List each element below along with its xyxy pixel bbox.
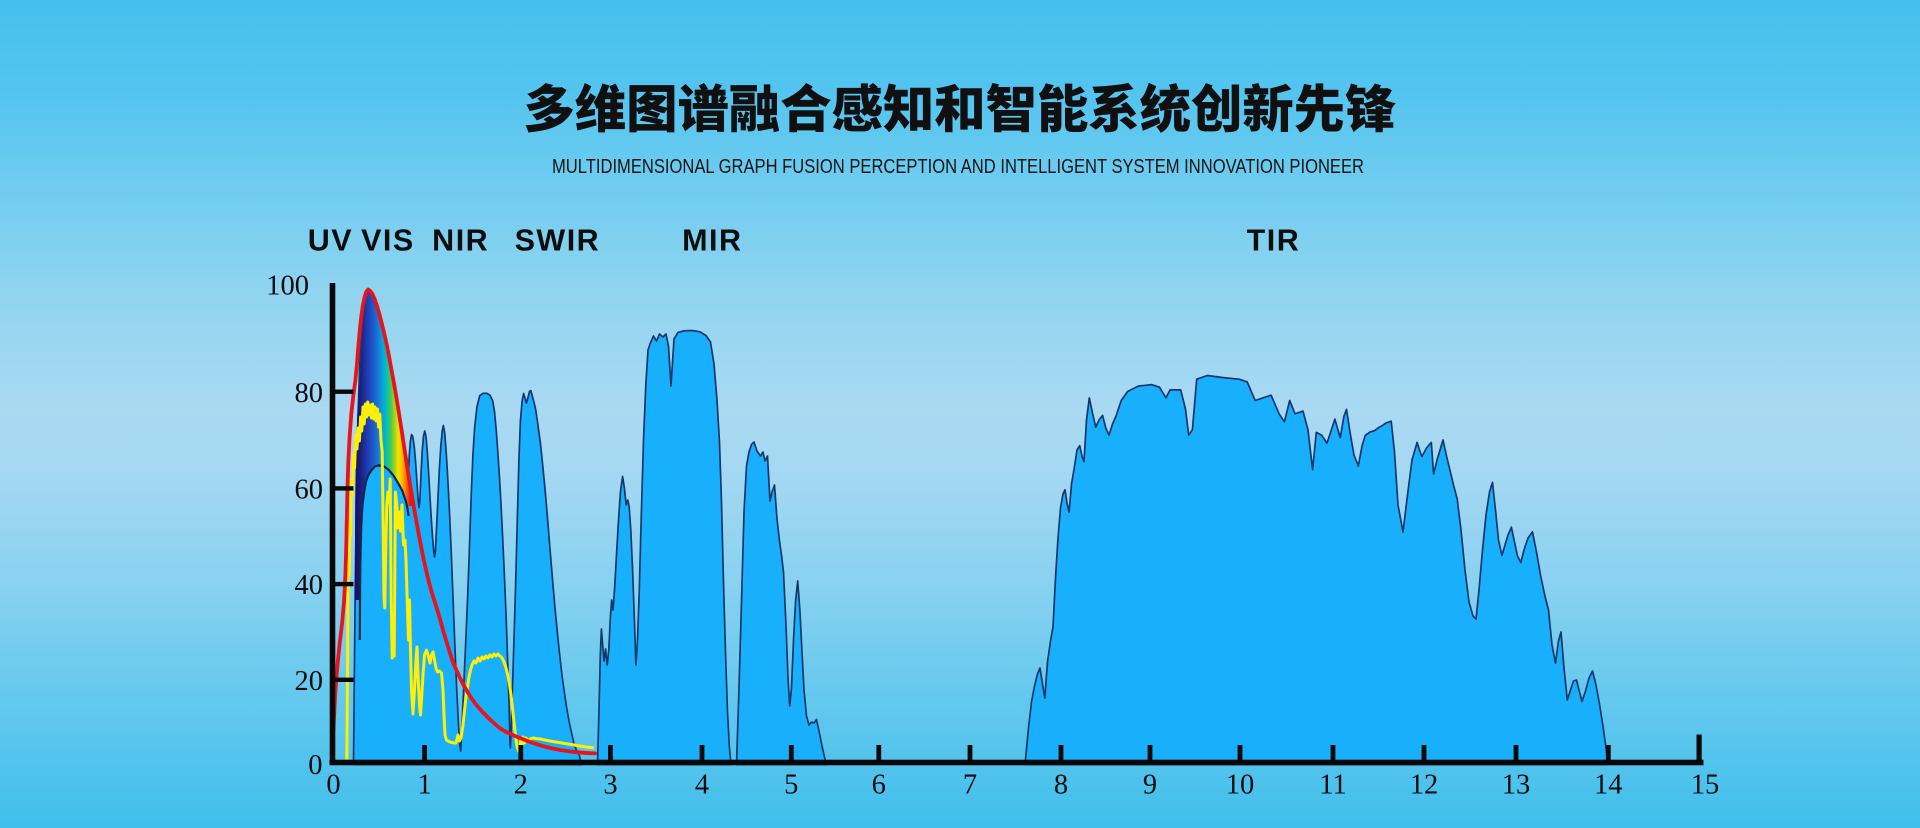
svg-text:5: 5 — [784, 770, 798, 801]
svg-text:40: 40 — [295, 570, 324, 601]
svg-text:15: 15 — [1691, 770, 1720, 801]
svg-text:0: 0 — [326, 770, 340, 801]
svg-text:6: 6 — [872, 770, 886, 801]
svg-text:1: 1 — [417, 770, 431, 801]
svg-text:8: 8 — [1054, 770, 1068, 801]
svg-text:13: 13 — [1502, 770, 1531, 801]
svg-text:MIR: MIR — [682, 224, 742, 258]
svg-text:VIS: VIS — [361, 224, 415, 258]
svg-text:2: 2 — [514, 770, 528, 801]
svg-text:3: 3 — [603, 770, 617, 801]
svg-text:60: 60 — [295, 474, 324, 505]
svg-text:80: 80 — [295, 378, 324, 409]
svg-text:10: 10 — [1226, 770, 1255, 801]
svg-text:12: 12 — [1410, 770, 1439, 801]
svg-text:20: 20 — [295, 666, 324, 697]
svg-text:100: 100 — [266, 270, 309, 301]
svg-text:7: 7 — [963, 770, 977, 801]
svg-text:4: 4 — [695, 770, 709, 801]
svg-text:0: 0 — [308, 750, 322, 781]
svg-text:9: 9 — [1143, 770, 1157, 801]
svg-text:11: 11 — [1319, 770, 1346, 801]
svg-text:MULTIDIMENSIONAL GRAPH FUSION: MULTIDIMENSIONAL GRAPH FUSION PERCEPTION… — [552, 155, 1364, 178]
svg-text:NIR: NIR — [432, 224, 489, 258]
svg-text:TIR: TIR — [1247, 224, 1301, 258]
svg-text:14: 14 — [1594, 770, 1623, 801]
svg-text:SWIR: SWIR — [515, 224, 601, 258]
svg-text:UV: UV — [308, 224, 353, 258]
